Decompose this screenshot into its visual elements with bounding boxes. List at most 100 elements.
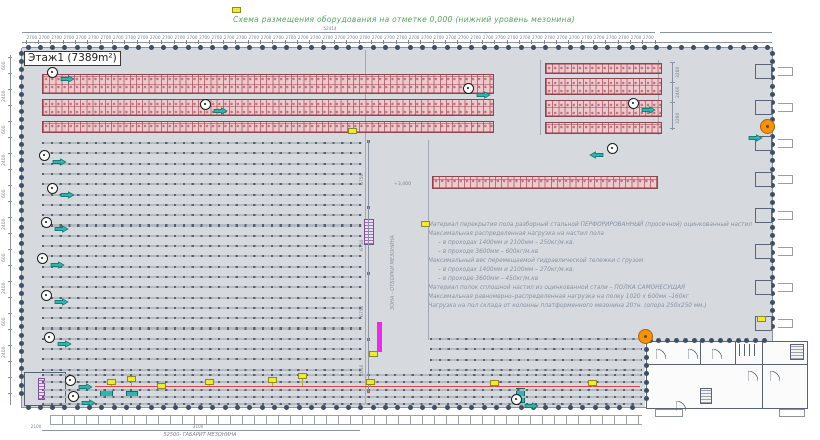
survey-marker-icon [606,142,618,154]
dim-bay-label: 2700 [273,35,284,40]
orange-marker-icon[interactable] [638,329,653,344]
floor-area-label: Этаж1 (7389m²) [24,51,121,66]
note-marker[interactable] [369,351,378,357]
dim-ladder-bottom [50,415,642,425]
column-dot [111,45,117,50]
dock-ramp [778,283,793,292]
title-note-marker[interactable] [232,7,241,13]
column-dot [678,45,684,50]
callout-note-marker[interactable] [298,373,307,379]
column-dot [18,50,24,56]
door-arc [687,344,699,360]
note-marker[interactable] [348,128,357,134]
forklift-arrow-icon[interactable] [81,392,96,407]
orange-marker-icon[interactable] [760,119,775,134]
dim-tick [8,281,12,282]
callout-note-marker[interactable] [157,383,166,389]
column-dot [18,390,24,396]
callout-note-marker[interactable] [588,380,597,386]
forklift-arrow-icon[interactable] [60,68,75,83]
survey-marker-icon [38,149,50,161]
dim-tick [8,153,12,154]
dim-baseline-top [22,42,772,43]
dim-tick [8,345,12,346]
dim-bay-label: 2700 [569,35,580,40]
dim-bay-label: 2700 [75,35,87,40]
survey-marker-icon [627,97,639,109]
forklift-arrow-icon[interactable] [50,254,65,269]
column-dot [383,45,389,50]
dim-bay-label: 2700 [149,35,161,40]
dim-mid-label: 4050 [360,364,365,376]
column-dot [18,58,24,64]
callout-note-marker[interactable] [490,380,499,386]
column-dot [769,92,775,97]
dim-left-label: 600 [2,125,7,134]
forklift-arrow-icon[interactable] [748,127,763,142]
dim-tick [62,39,64,44]
column-dot [555,45,561,50]
column-dot [173,45,179,50]
forklift-arrow-icon[interactable] [52,151,67,166]
column-dot [494,404,500,410]
callout-note-marker[interactable] [107,379,116,385]
dim-tick [25,39,27,44]
callout-note-marker[interactable] [127,376,136,382]
dim-bay-label: 2700 [100,35,112,40]
dim-tick [670,128,675,129]
dim-tick [358,39,360,44]
callout-leader-line [272,383,273,386]
column-dot [555,404,561,410]
forklift-arrow-icon[interactable] [524,395,539,410]
column-dot [643,354,649,360]
note-marker[interactable] [421,221,430,227]
column-dot [18,83,24,89]
dim-bay-label: 2700 [211,35,223,40]
note-marker[interactable] [757,316,766,322]
forklift-arrow-icon[interactable] [57,333,72,348]
column-dot [18,116,24,122]
dock-door [755,244,772,259]
callout-note-marker[interactable] [366,379,375,385]
column-dot [769,100,775,106]
column-dot [709,337,715,343]
survey-marker-icon [46,66,58,78]
dim-tick [8,169,12,170]
shelf-line [42,183,362,186]
forklift-arrow-icon[interactable] [60,184,75,199]
callout-note-marker[interactable] [205,379,214,385]
forklift-arrow-icon[interactable] [78,376,93,391]
column-dot [18,183,24,189]
column-dot [769,50,775,56]
dim-bay-label: 2700 [236,35,247,40]
forklift-arrow-icon[interactable] [589,144,604,159]
shelf-line [42,203,362,206]
column-dot [321,45,327,50]
column-dot [769,67,775,73]
dim-bay-label: 2700 [334,35,346,40]
callout-note-marker[interactable] [268,377,277,383]
forklift-arrow-icon[interactable] [476,84,491,99]
column-dot [18,191,24,197]
dim-tick [8,105,12,106]
forklift-arrow-icon[interactable] [54,218,69,233]
dim-left-label: 2400 [2,154,7,166]
dim-bay-label: 2700 [285,35,297,40]
dim-bay-label: 2700 [408,35,420,40]
column-dot [185,404,191,410]
column-dot [18,100,24,106]
dim-bay-label: 2700 [88,35,99,40]
dim-tick [481,39,483,44]
stair-hatch [364,219,374,245]
forklift-arrow-icon[interactable] [213,100,228,115]
column-dot [568,404,574,410]
shelf-line [430,358,642,361]
forklift-arrow-icon[interactable] [54,291,69,306]
column-dot [284,404,290,410]
shelf-line [42,152,362,155]
column-dot [769,58,775,64]
column-dot [617,404,623,410]
forklift-arrow-icon[interactable] [641,99,656,114]
corridor-line [428,140,429,340]
